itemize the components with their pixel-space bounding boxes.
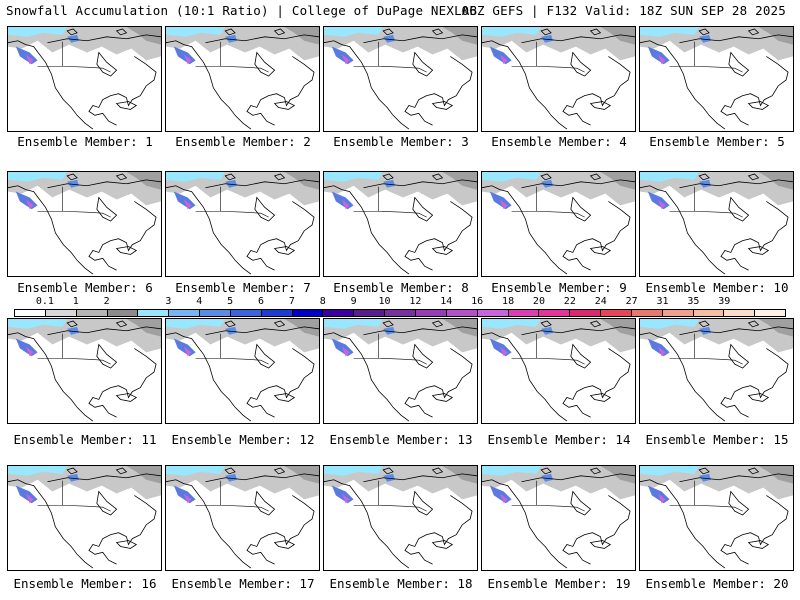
colorbar-tick-label: 24 bbox=[594, 296, 607, 307]
colorbar-swatch bbox=[385, 310, 416, 316]
ensemble-member-map bbox=[481, 171, 636, 277]
ensemble-member-label: Ensemble Member: 18 bbox=[329, 576, 473, 591]
colorbar-swatch bbox=[200, 310, 231, 316]
ensemble-member-map bbox=[481, 465, 636, 571]
ensemble-member-label: Ensemble Member: 20 bbox=[645, 576, 789, 591]
colorbar-tick-label: 39 bbox=[718, 296, 731, 307]
ensemble-member-map bbox=[639, 465, 794, 571]
ensemble-member-label: Ensemble Member: 11 bbox=[13, 432, 157, 447]
colorbar-tick-label: 5 bbox=[227, 296, 234, 307]
map-title: Snowfall Accumulation (10:1 Ratio) | Col… bbox=[6, 3, 478, 18]
ensemble-member-map bbox=[165, 26, 320, 132]
colorbar-tick-label: 8 bbox=[319, 296, 326, 307]
ensemble-member-map bbox=[7, 26, 162, 132]
ensemble-member-label: Ensemble Member: 12 bbox=[171, 432, 315, 447]
colorbar-tick-label: 7 bbox=[288, 296, 295, 307]
colorbar-swatch bbox=[230, 310, 262, 316]
colorbar-swatch bbox=[169, 310, 201, 316]
colorbar-swatch bbox=[601, 310, 632, 316]
colorbar-tick-label: 18 bbox=[502, 296, 515, 307]
colorbar-swatch bbox=[693, 310, 725, 316]
colorbar-swatch bbox=[45, 310, 77, 316]
colorbar-tick-label: 10 bbox=[378, 296, 391, 307]
ensemble-member-map bbox=[165, 318, 320, 424]
colorbar-swatch bbox=[292, 310, 324, 316]
ensemble-member-map bbox=[7, 318, 162, 424]
ensemble-member-label: Ensemble Member: 19 bbox=[487, 576, 631, 591]
ensemble-member-label: Ensemble Member: 13 bbox=[329, 432, 473, 447]
colorbar-tick-label: 3 bbox=[165, 296, 172, 307]
colorbar-tick-label: 2 bbox=[103, 296, 110, 307]
colorbar-tick-label: 1 bbox=[72, 296, 79, 307]
ensemble-member-map bbox=[639, 171, 794, 277]
ensemble-member-label: Ensemble Member: 9 bbox=[491, 280, 627, 295]
colorbar-swatch bbox=[261, 310, 293, 316]
colorbar-swatch bbox=[570, 310, 602, 316]
colorbar-tick-label: 12 bbox=[409, 296, 422, 307]
ensemble-member-map bbox=[323, 465, 478, 571]
colorbar-swatch bbox=[755, 310, 786, 316]
ensemble-member-label: Ensemble Member: 7 bbox=[175, 280, 311, 295]
colorbar-tick-label: 0.1 bbox=[35, 296, 54, 307]
ensemble-member-map bbox=[481, 26, 636, 132]
colorbar-swatch bbox=[446, 310, 478, 316]
model-run-info: 06Z GEFS | F132 Valid: 18Z SUN SEP 28 20… bbox=[461, 3, 786, 18]
colorbar bbox=[14, 309, 786, 317]
ensemble-member-map bbox=[323, 171, 478, 277]
colorbar-tick-label: 35 bbox=[687, 296, 700, 307]
colorbar-swatch bbox=[477, 310, 509, 316]
ensemble-member-map bbox=[165, 465, 320, 571]
colorbar-tick-label: 16 bbox=[471, 296, 484, 307]
colorbar-tick-label: 27 bbox=[625, 296, 638, 307]
ensemble-member-label: Ensemble Member: 14 bbox=[487, 432, 631, 447]
ensemble-member-label: Ensemble Member: 6 bbox=[17, 280, 153, 295]
ensemble-member-map bbox=[323, 26, 478, 132]
colorbar-swatch bbox=[138, 310, 170, 316]
colorbar-tick-label: 6 bbox=[258, 296, 265, 307]
ensemble-member-label: Ensemble Member: 15 bbox=[645, 432, 789, 447]
colorbar-swatch bbox=[107, 310, 139, 316]
colorbar-swatch bbox=[354, 310, 386, 316]
ensemble-member-label: Ensemble Member: 5 bbox=[649, 134, 785, 149]
colorbar-tick-label: 4 bbox=[196, 296, 203, 307]
colorbar-swatch bbox=[76, 310, 108, 316]
colorbar-swatch bbox=[631, 310, 663, 316]
ensemble-member-map bbox=[639, 26, 794, 132]
ensemble-member-label: Ensemble Member: 4 bbox=[491, 134, 627, 149]
colorbar-tick-label: 14 bbox=[440, 296, 453, 307]
colorbar-swatch bbox=[539, 310, 571, 316]
ensemble-member-map bbox=[323, 318, 478, 424]
colorbar-tick-label: 9 bbox=[350, 296, 357, 307]
colorbar-swatch bbox=[323, 310, 355, 316]
ensemble-member-label: Ensemble Member: 3 bbox=[333, 134, 469, 149]
colorbar-swatch bbox=[662, 310, 694, 316]
ensemble-member-map bbox=[165, 171, 320, 277]
colorbar-swatch bbox=[508, 310, 540, 316]
ensemble-member-label: Ensemble Member: 17 bbox=[171, 576, 315, 591]
ensemble-member-label: Ensemble Member: 1 bbox=[17, 134, 153, 149]
ensemble-member-label: Ensemble Member: 2 bbox=[175, 134, 311, 149]
ensemble-member-label: Ensemble Member: 10 bbox=[645, 280, 789, 295]
ensemble-member-map bbox=[7, 171, 162, 277]
ensemble-member-map bbox=[7, 465, 162, 571]
colorbar-swatch bbox=[724, 310, 756, 316]
colorbar-swatch bbox=[15, 310, 46, 316]
ensemble-member-label: Ensemble Member: 16 bbox=[13, 576, 157, 591]
colorbar-labels: 0.1 1 2 3 4 5 6 7 8 9 10 12 14 16 18 20 22 24 27 31 35 39 bbox=[14, 296, 786, 308]
ensemble-member-map bbox=[639, 318, 794, 424]
colorbar-swatch bbox=[415, 310, 447, 316]
ensemble-member-map bbox=[481, 318, 636, 424]
colorbar-tick-label: 20 bbox=[532, 296, 545, 307]
ensemble-member-label: Ensemble Member: 8 bbox=[333, 280, 469, 295]
colorbar-tick-label: 22 bbox=[563, 296, 576, 307]
colorbar-tick-label: 31 bbox=[656, 296, 669, 307]
